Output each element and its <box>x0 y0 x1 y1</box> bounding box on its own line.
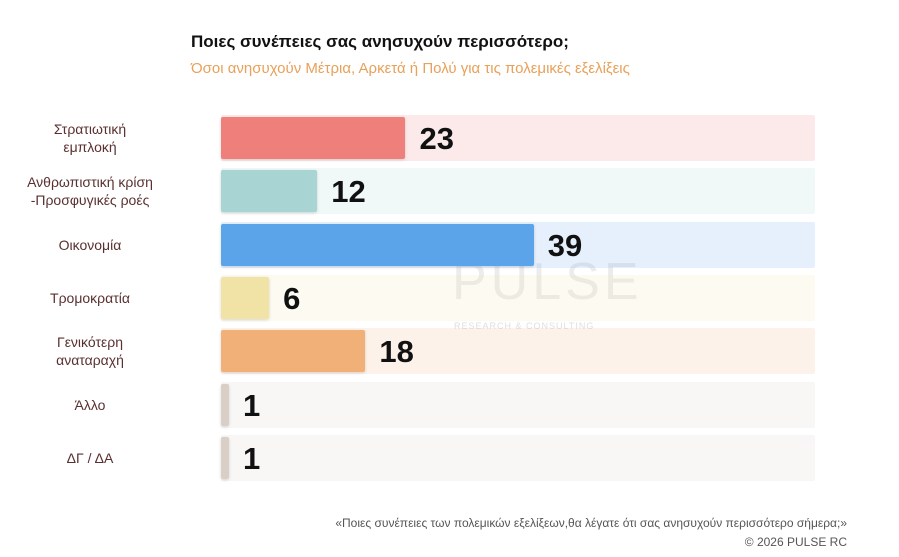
bar <box>221 117 406 159</box>
value-label: 39 <box>547 227 583 263</box>
bar <box>221 276 270 319</box>
bar <box>221 223 534 266</box>
value-label: 18 <box>379 334 414 370</box>
bar-track <box>221 381 815 428</box>
bar <box>221 436 230 479</box>
bar-track <box>221 434 815 481</box>
value-label: 1 <box>243 440 261 476</box>
bar-track <box>221 274 815 321</box>
value-label: 6 <box>283 280 301 316</box>
chart-subtitle: Όσοι ανησυχούν Μέτρια, Αρκετά ή Πολύ για… <box>191 60 630 77</box>
category-label: ΔΓ / ΔΑ <box>66 449 114 466</box>
watermark-tagline: RESEARCH & CONSULTING <box>454 321 595 331</box>
bar <box>221 383 230 426</box>
category-label: Οικονομία <box>58 236 122 253</box>
category-label: Στρατιωτική εμπλοκή <box>53 121 127 155</box>
category-label: Άλλο <box>74 396 106 413</box>
bar <box>221 330 366 373</box>
footnote: «Ποιες συνέπειες των πολεμικών εξελίξεων… <box>335 516 847 530</box>
copyright: © 2026 PULSE RC <box>744 535 847 549</box>
value-label: 1 <box>243 387 261 423</box>
bar-track <box>221 168 815 215</box>
category-label: Τρομοκρατία <box>50 289 130 306</box>
value-label: 23 <box>419 121 454 156</box>
value-label: 12 <box>331 174 366 210</box>
bar <box>221 170 318 213</box>
category-label: Γενικότερη αναταραχή <box>56 334 124 369</box>
category-label: Ανθρωπιστική κρίση -Προσφυγικές ροές <box>27 174 153 209</box>
chart-title: Ποιες συνέπειες σας ανησυχούν περισσότερ… <box>191 32 569 51</box>
